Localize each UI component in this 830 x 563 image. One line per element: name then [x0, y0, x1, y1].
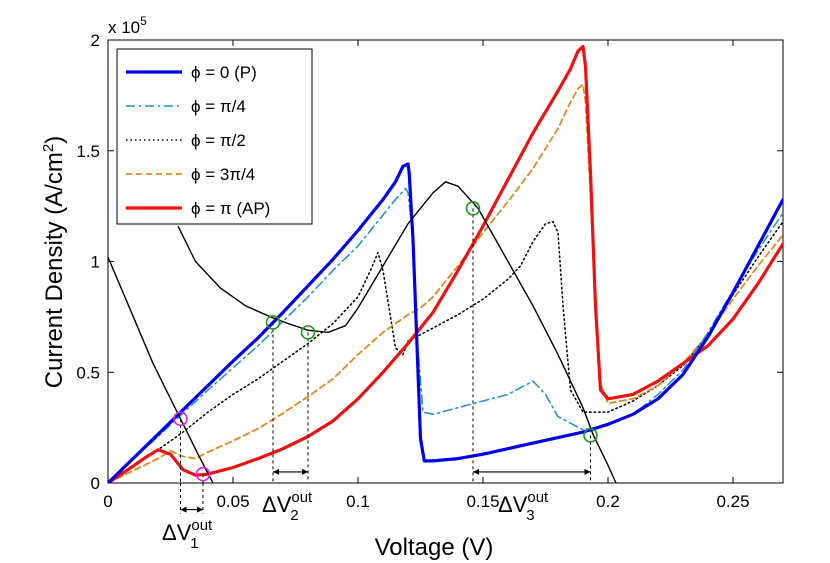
exponent-base: x 10: [108, 18, 140, 37]
svg-text:x 105: x 105: [108, 14, 147, 37]
intersection-marker: [465, 201, 481, 216]
x-tick-label: 0.2: [596, 492, 620, 511]
delta-label-2: ΔVout 2: [262, 489, 313, 524]
intersection-marker: [265, 315, 281, 330]
y-tick-label: 2: [91, 31, 100, 50]
x-tick-label: 0.05: [216, 492, 249, 511]
y-tick-labels: 0 0.5 1 1.5 2: [76, 31, 100, 493]
intersection-marker: [173, 411, 188, 427]
arrow-head: [197, 506, 203, 513]
series-line-4: [108, 45, 783, 483]
legend-label-0: ϕ = 0 (P): [191, 63, 257, 82]
arrow-head: [273, 468, 279, 475]
intersection-marker: [195, 466, 211, 482]
y-axis-label-close: ): [41, 136, 68, 144]
y-tick-label: 1: [91, 253, 100, 272]
delta-label-1: ΔVout 1: [162, 517, 213, 552]
delta-label-sup: out: [527, 489, 549, 506]
arrow-head: [302, 468, 308, 475]
load-line-2: [177, 181, 617, 483]
x-tick-label: 0: [103, 492, 112, 511]
intersection-marker: [300, 325, 316, 340]
legend-box: [116, 48, 313, 225]
delta-label-3: ΔVout 3: [498, 489, 549, 524]
x-axis-label: Voltage (V): [375, 534, 494, 561]
delta-label-sup: out: [191, 517, 213, 534]
x-tick-label: 0.25: [716, 492, 749, 511]
y-axis-label: Current Density (A/cm2): [40, 136, 68, 388]
exponent-power: 5: [140, 14, 147, 28]
series-line-0: [108, 162, 783, 483]
legend-label-3: ϕ = 3π/4: [191, 165, 255, 184]
intersection-markers: [173, 201, 598, 482]
x-tick-labels: 0 0.05 0.1 0.15 0.2 0.25: [103, 492, 749, 511]
axis-ticks: [107, 39, 783, 484]
delta-label-base: ΔV: [162, 520, 192, 545]
drop-lines: [180, 208, 591, 483]
y-tick-label: 1.5: [76, 142, 100, 161]
y-axis-label-main: Current Density (A/cm: [41, 152, 68, 388]
y-tick-label: 0: [91, 474, 100, 493]
legend: ϕ = 0 (P) ϕ = π/4 ϕ = π/2 ϕ = 3π/4 ϕ = π (AP…: [116, 48, 313, 225]
y-tick-label: 0.5: [76, 363, 100, 382]
delta-label-base: ΔV: [498, 492, 528, 517]
y-axis-exponent: x 105: [108, 14, 147, 37]
x-tick-label: 0.1: [346, 492, 370, 511]
legend-label-2: ϕ = π/2: [191, 131, 246, 150]
delta-arrows: [180, 468, 591, 514]
legend-label-4: ϕ = π (AP): [191, 199, 270, 218]
delta-label-sub: 2: [290, 507, 298, 524]
arrow-head: [584, 468, 591, 475]
y-axis-label-sup: 2: [40, 144, 57, 152]
delta-label-sup: out: [291, 489, 313, 506]
legend-label-1: ϕ = π/4: [191, 97, 246, 116]
intersection-marker: [583, 428, 598, 443]
series-lines: [108, 45, 783, 483]
series-line-2: [108, 220, 783, 483]
arrow-head: [473, 468, 479, 475]
load-line-1: [108, 256, 214, 483]
arrow-head: [180, 506, 187, 513]
delta-label-base: ΔV: [262, 492, 292, 517]
x-tick-label: 0.15: [466, 492, 499, 511]
load-lines: [108, 181, 617, 483]
delta-label-sub: 1: [190, 535, 198, 552]
delta-label-sub: 3: [526, 507, 534, 524]
